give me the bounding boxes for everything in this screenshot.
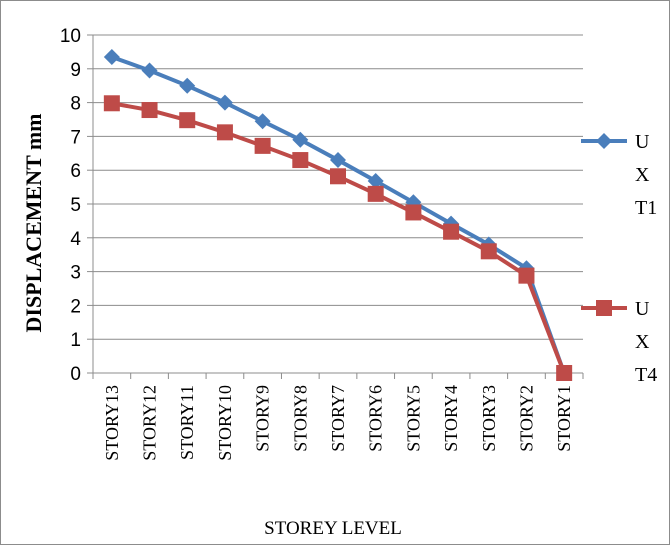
data-point — [367, 185, 384, 202]
gridlines — [93, 34, 583, 340]
x-tick-label: STORY6 — [366, 385, 386, 452]
x-tick-label: STORY5 — [403, 385, 423, 452]
data-point — [216, 124, 233, 141]
data-point — [405, 204, 422, 221]
series-plot — [103, 48, 573, 381]
y-tick-label: 8 — [70, 94, 81, 115]
data-point — [367, 173, 384, 190]
data-point — [216, 94, 233, 111]
data-point — [443, 223, 460, 240]
legend-label: X — [635, 331, 650, 353]
x-tick-label: STORY1 — [554, 385, 574, 452]
data-point — [292, 131, 309, 148]
x-tick-label: STORY7 — [328, 385, 348, 452]
data-point — [103, 95, 120, 112]
y-tick-label: 10 — [60, 26, 81, 47]
x-tick-label: STORY13 — [102, 385, 122, 461]
x-tick-label: STORY2 — [516, 385, 536, 452]
x-tick-label: STORY12 — [140, 385, 160, 461]
y-tick-label: 0 — [70, 364, 81, 385]
x-tick-label: STORY9 — [253, 385, 273, 452]
legend-label: U — [635, 298, 650, 320]
data-point — [480, 243, 497, 260]
y-tick-label: 7 — [70, 127, 81, 148]
y-tick-label: 1 — [70, 330, 81, 351]
legend-entry-2: UX T4 — [581, 298, 657, 386]
legend-entry-1: UX T1 — [581, 131, 657, 219]
data-point — [292, 152, 309, 169]
y-tick-label: 3 — [70, 263, 81, 284]
data-point — [556, 365, 573, 381]
y-tick-label: 4 — [70, 229, 81, 250]
axes — [87, 34, 584, 379]
data-point — [330, 152, 346, 169]
legend-label: U — [635, 131, 650, 153]
series-2 — [103, 95, 573, 381]
y-tick-label: 5 — [70, 195, 81, 216]
data-point — [141, 62, 158, 79]
data-point — [179, 112, 196, 129]
x-tick-label: STORY4 — [441, 385, 461, 452]
data-point — [254, 137, 271, 154]
y-tick-label: 9 — [70, 60, 81, 81]
y-axis-title: DISPLACEMENT mm — [21, 113, 46, 332]
data-point — [179, 77, 196, 94]
x-tick-labels: STORY13 STORY12 STORY11 STORY10 STORY9 STORY8… — [102, 385, 574, 461]
data-point — [330, 168, 346, 185]
legend-label: X — [635, 164, 650, 186]
x-axis-title: STOREY LEVEL — [264, 518, 402, 539]
y-tick-label: 6 — [70, 161, 81, 182]
legend-label: T4 — [635, 364, 657, 386]
x-tick-label: STORY3 — [479, 385, 499, 452]
series-1 — [103, 48, 573, 381]
legend-label: T1 — [635, 197, 657, 219]
y-tick-labels: 0 1 2 3 4 5 6 7 8 9 10 — [60, 26, 82, 385]
x-tick-label: STORY11 — [177, 385, 197, 460]
legend-marker — [596, 133, 612, 149]
x-tick-label: STORY8 — [290, 385, 310, 452]
series-line — [111, 55, 567, 374]
data-point — [254, 113, 271, 130]
data-point — [141, 102, 158, 119]
y-tick-label: 2 — [70, 296, 81, 317]
data-point — [518, 267, 535, 284]
legend-marker — [596, 300, 612, 316]
data-point — [103, 48, 120, 65]
x-tick-label: STORY10 — [215, 385, 235, 461]
